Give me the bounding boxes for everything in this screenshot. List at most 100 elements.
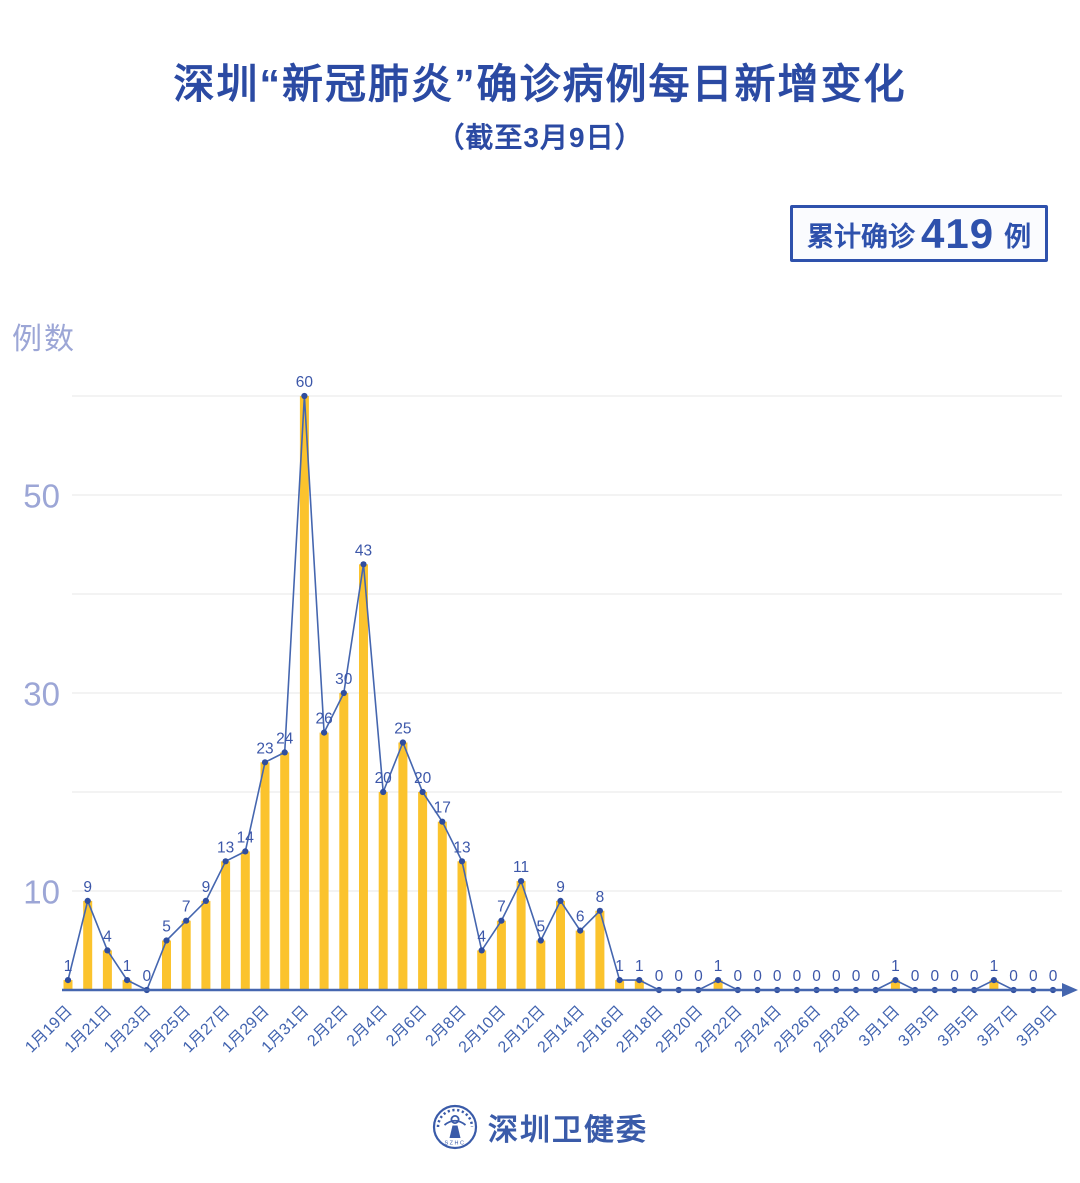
badge-label: 累计确诊 (807, 222, 915, 252)
x-tick-label-2月2日: 2月2日 (304, 1003, 351, 1050)
value-label-2月1日: 26 (315, 711, 332, 728)
bar-2月12日 (536, 940, 546, 990)
value-label-3月4日: 0 (950, 968, 959, 985)
x-tick-label-2月4日: 2月4日 (344, 1003, 391, 1050)
badge-count: 419 (921, 210, 995, 257)
value-label-2月16日: 1 (615, 958, 624, 975)
bar-2月7日 (437, 821, 447, 990)
point-2月16日 (616, 977, 623, 984)
bar-1月25日 (181, 920, 191, 990)
point-1月31日 (301, 392, 308, 400)
point-1月30日 (281, 749, 288, 756)
badge-unit: 例 (1004, 222, 1032, 252)
value-label-3月3日: 0 (930, 968, 939, 985)
point-2月4日 (380, 788, 387, 796)
value-label-1月21日: 4 (103, 928, 112, 945)
value-label-2月28日: 0 (852, 968, 861, 985)
point-2月17日 (636, 977, 643, 984)
value-label-2月5日: 25 (394, 721, 411, 738)
y-tick-label-30: 30 (23, 676, 60, 713)
value-label-1月30日: 24 (276, 730, 294, 747)
x-tick-label-2月6日: 2月6日 (383, 1003, 430, 1050)
value-label-2月25日: 0 (793, 968, 802, 985)
bar-2月8日 (457, 861, 467, 990)
value-label-3月1日: 1 (891, 958, 900, 975)
x-tick-label-3月1日: 3月1日 (856, 1003, 903, 1050)
value-label-2月7日: 17 (434, 800, 451, 817)
bar-2月13日 (556, 900, 565, 990)
point-2月6日 (419, 788, 426, 796)
bar-2月16日 (615, 980, 625, 990)
bar-1月27日 (221, 861, 231, 990)
bar-1月24日 (162, 940, 171, 990)
bar-2月5日 (398, 742, 408, 990)
value-label-2月26日: 0 (812, 968, 821, 985)
value-label-2月29日: 0 (871, 968, 880, 985)
value-label-2月15日: 8 (596, 889, 605, 906)
bar-1月29日 (260, 762, 270, 990)
value-label-2月2日: 30 (335, 671, 353, 688)
value-label-2月11日: 11 (513, 859, 529, 876)
logo-arms (443, 1119, 467, 1126)
value-label-3月8日: 0 (1029, 968, 1038, 985)
point-1月20日 (84, 897, 91, 905)
value-label-1月24日: 5 (162, 919, 171, 936)
value-label-2月10日: 7 (497, 899, 506, 916)
bar-1月22日 (122, 980, 132, 990)
point-2月8日 (458, 858, 466, 865)
point-1月25日 (183, 917, 190, 924)
value-label-3月2日: 0 (911, 968, 920, 985)
x-tick-label-3月9日: 3月9日 (1014, 1003, 1061, 1050)
value-label-1月31日: 60 (296, 374, 314, 391)
bar-2月3日 (359, 564, 368, 990)
bar-1月30日 (280, 752, 290, 990)
value-label-2月6日: 20 (414, 770, 432, 787)
x-tick-label-3月5日: 3月5日 (935, 1003, 982, 1050)
value-label-2月4日: 20 (375, 770, 393, 787)
value-label-1月22日: 1 (123, 958, 132, 975)
value-label-1月20日: 9 (83, 879, 92, 896)
point-1月22日 (124, 977, 131, 984)
bar-2月2日 (339, 693, 349, 990)
bar-1月21日 (102, 950, 112, 990)
x-tick-label-3月3日: 3月3日 (895, 1003, 942, 1050)
point-2月3日 (360, 561, 367, 568)
value-label-1月27日: 13 (217, 839, 234, 856)
value-label-2月14日: 6 (576, 909, 585, 926)
value-label-2月22日: 0 (733, 968, 742, 985)
value-label-2月21日: 1 (714, 958, 723, 975)
point-2月2日 (340, 689, 347, 697)
cumulative-total-badge: 累计确诊 419 例 (790, 205, 1049, 262)
bar-3月1日 (890, 980, 900, 990)
value-label-2月20日: 0 (694, 968, 703, 985)
value-label-2月23日: 0 (753, 968, 762, 985)
point-3月1日 (892, 977, 899, 984)
value-label-3月6日: 1 (990, 958, 999, 975)
bar-2月15日 (595, 910, 605, 990)
y-axis-title: 例数 (12, 323, 76, 356)
point-2月15日 (596, 907, 604, 914)
szhc-logo-icon: SZHC (432, 1104, 478, 1150)
point-2月12日 (537, 937, 544, 944)
bar-2月1日 (319, 732, 329, 990)
bar-2月10日 (496, 920, 506, 990)
logo-arc-text-decoration (436, 1108, 474, 1128)
footer-org-name: 深圳卫健委 (488, 1114, 648, 1147)
chart-subtitle: （截至3月9日） (436, 122, 644, 153)
value-label-2月8日: 13 (453, 839, 470, 856)
value-label-2月19日: 0 (674, 968, 683, 985)
value-label-3月7日: 0 (1009, 968, 1018, 985)
point-3月6日 (990, 977, 998, 984)
value-label-2月13日: 9 (556, 879, 565, 896)
point-2月13日 (557, 897, 564, 905)
point-1月29日 (261, 759, 269, 766)
value-label-1月25日: 7 (182, 899, 191, 916)
bar-1月19日 (63, 980, 73, 990)
point-2月5日 (399, 739, 406, 746)
point-1月19日 (64, 977, 72, 984)
value-label-3月5日: 0 (970, 968, 979, 985)
bar-1月28日 (240, 851, 250, 990)
point-1月24日 (163, 937, 170, 944)
